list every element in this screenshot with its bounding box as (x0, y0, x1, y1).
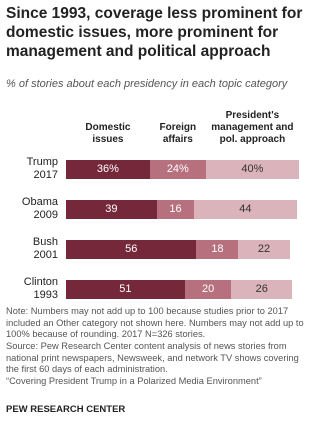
value-label: 44 (239, 203, 252, 215)
chart-subtitle: % of stories about each presidency in ea… (6, 78, 288, 90)
category-line: 1993 (33, 289, 58, 301)
legend-label: President's management and pol. approach (211, 110, 294, 145)
value-label: 16 (169, 203, 182, 215)
bar-segment (66, 280, 185, 299)
bar-segment (66, 160, 150, 179)
legend-label: Foreign affairs (159, 122, 197, 145)
bar-segment (66, 240, 197, 259)
chart-title: Since 1993, coverage less prominent for … (6, 5, 303, 60)
category-label: Clinton 1993 (2, 276, 58, 302)
bar-segment (205, 160, 299, 179)
category-line: Trump (26, 156, 58, 168)
category-label: Obama 2009 (2, 196, 58, 222)
legend-label: Domestic issues (85, 122, 131, 145)
category-line: 2009 (33, 209, 58, 221)
page: Since 1993, coverage less prominent for … (2, 5, 304, 415)
bar-segment (196, 240, 239, 259)
bar-segment (184, 280, 232, 299)
value-label: 18 (211, 243, 224, 255)
category-line: 2001 (33, 249, 58, 261)
category-line: Obama (21, 196, 58, 208)
bar-segment (238, 240, 290, 259)
source: Source: Pew Research Center content anal… (6, 341, 299, 374)
value-label: 51 (119, 283, 132, 295)
note: Note: Numbers may not add up to 100 beca… (6, 306, 304, 339)
category-label: Bush 2001 (2, 236, 58, 262)
value-label: 56 (125, 243, 138, 255)
bar-segment (231, 280, 292, 299)
bar-segment (156, 200, 195, 219)
category-label: Trump 2017 (2, 156, 58, 182)
value-label: 40% (241, 163, 264, 175)
value-label: 22 (257, 243, 271, 255)
report-title: “Covering President Trump in a Polarized… (6, 376, 262, 386)
value-label: 26 (255, 283, 268, 295)
bar-segment (66, 200, 157, 219)
value-label: 39 (105, 203, 118, 215)
value-label: 36% (96, 163, 119, 175)
category-line: Bush (32, 236, 58, 248)
bar-segment (194, 200, 297, 219)
category-line: 2017 (33, 169, 58, 181)
bar-segment (149, 160, 206, 179)
category-line: Clinton (23, 276, 58, 288)
value-label: 20 (202, 283, 215, 295)
value-label: 24% (166, 163, 189, 175)
footer: PEW RESEARCH CENTER (6, 404, 126, 415)
